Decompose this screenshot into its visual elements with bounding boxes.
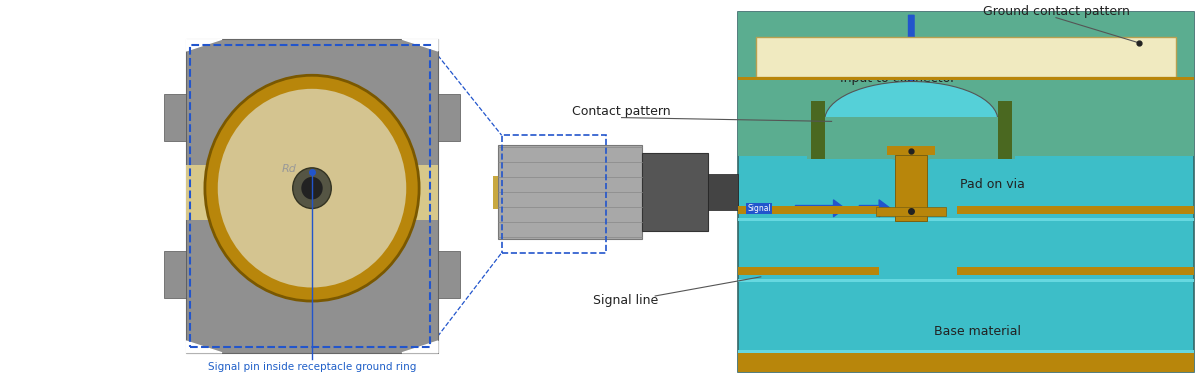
- Ellipse shape: [301, 177, 323, 200]
- Bar: [738, 12, 1194, 372]
- Ellipse shape: [824, 82, 998, 160]
- Text: Signal: Signal: [748, 204, 770, 213]
- Bar: [876, 207, 947, 216]
- Bar: [186, 165, 438, 220]
- Polygon shape: [402, 341, 438, 353]
- Bar: [493, 176, 498, 209]
- Text: Base material: Base material: [935, 325, 1021, 338]
- Bar: [190, 45, 430, 347]
- Bar: [502, 135, 606, 253]
- Text: Pad on via: Pad on via: [960, 178, 1025, 191]
- Ellipse shape: [217, 89, 407, 287]
- Bar: [738, 77, 1194, 80]
- Ellipse shape: [293, 168, 331, 209]
- Bar: [738, 352, 1194, 372]
- Bar: [887, 146, 935, 155]
- Bar: [642, 153, 708, 231]
- Bar: [956, 206, 1194, 214]
- Bar: [164, 94, 186, 141]
- Bar: [738, 218, 1194, 221]
- Bar: [956, 267, 1194, 275]
- Text: Ground contact pattern: Ground contact pattern: [983, 5, 1129, 18]
- Text: Signal line: Signal line: [593, 294, 658, 307]
- Polygon shape: [402, 39, 438, 51]
- Text: Contact pattern: Contact pattern: [572, 105, 671, 118]
- Bar: [808, 117, 1015, 159]
- Text: Signal pin inside receptacle ground ring: Signal pin inside receptacle ground ring: [208, 362, 416, 372]
- Bar: [756, 37, 1176, 77]
- Bar: [498, 145, 642, 239]
- Bar: [738, 267, 880, 275]
- Bar: [186, 39, 438, 353]
- Bar: [738, 12, 1194, 156]
- Text: Input to connector: Input to connector: [840, 72, 955, 85]
- Bar: [811, 101, 824, 159]
- Bar: [164, 251, 186, 298]
- Ellipse shape: [205, 75, 419, 301]
- Text: Rd: Rd: [282, 165, 296, 174]
- Bar: [895, 155, 928, 221]
- Bar: [738, 279, 1194, 282]
- Bar: [438, 251, 460, 298]
- Polygon shape: [186, 341, 222, 353]
- Bar: [998, 101, 1012, 159]
- Bar: [738, 350, 1194, 352]
- Polygon shape: [186, 39, 222, 51]
- Bar: [738, 206, 880, 214]
- Bar: [438, 94, 460, 141]
- Bar: [708, 174, 738, 210]
